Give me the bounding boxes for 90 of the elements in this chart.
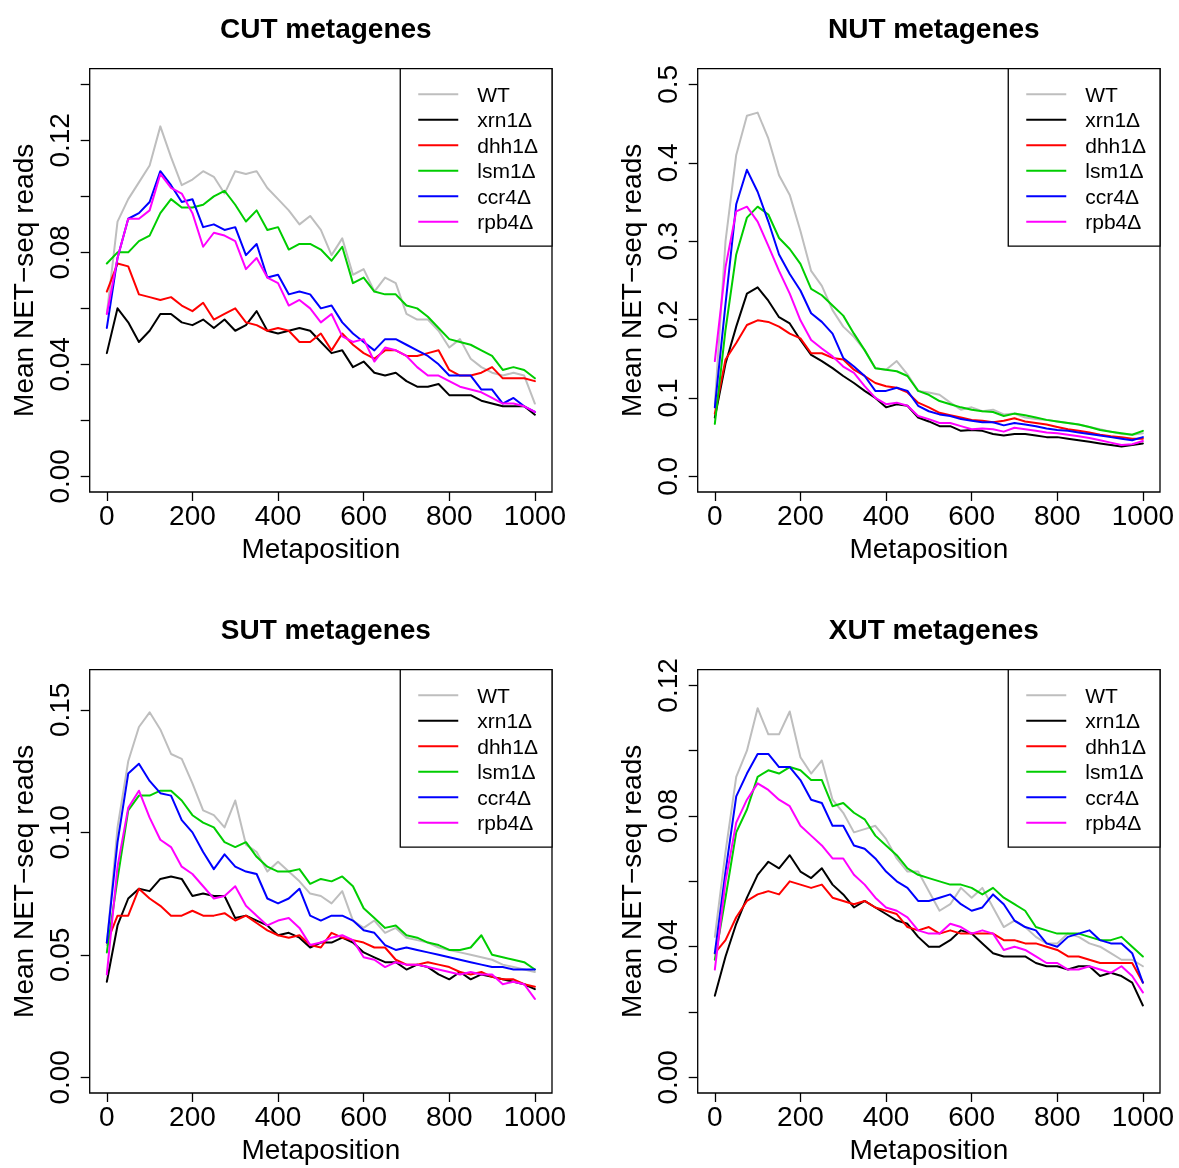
legend-label: dhh1Δ (1085, 133, 1147, 157)
y-axis-title: Mean NET−seq reads (616, 143, 648, 417)
x-axis-title: Metaposition (849, 1133, 1009, 1165)
y-tick-label: 0.08 (44, 225, 76, 280)
legend-label: xrn1Δ (1085, 709, 1141, 733)
x-tick-label: 600 (340, 499, 388, 531)
legend-label: xrn1Δ (477, 108, 533, 132)
line-series (105, 711, 536, 973)
y-tick-label: 0.00 (652, 1050, 684, 1105)
legend-label: xrn1Δ (1085, 108, 1141, 132)
x-tick-label: 400 (862, 499, 910, 531)
legend-label: lsm1Δ (1085, 760, 1144, 784)
y-tick-label: 0.0 (652, 456, 684, 496)
legend-label: rpb4Δ (1085, 811, 1142, 835)
x-tick-label: 200 (777, 1100, 824, 1132)
y-tick-label: 0.00 (44, 449, 76, 504)
x-tick-label: 1000 (1111, 1100, 1175, 1132)
legend-label: ccr4Δ (1085, 184, 1139, 208)
chart-title: XUT metagenes (828, 613, 1039, 645)
y-tick-label: 0.1 (652, 378, 684, 418)
legend-label: ccr4Δ (1085, 785, 1139, 809)
y-axis-title: Mean NET−seq reads (8, 143, 40, 417)
legend-label: dhh1Δ (477, 734, 539, 758)
legend-label: rpb4Δ (477, 210, 534, 234)
y-tick-label: 0.04 (652, 919, 684, 974)
chart-title: SUT metagenes (220, 613, 431, 645)
x-tick-label: 0 (707, 1100, 723, 1132)
legend-label: dhh1Δ (1085, 734, 1147, 758)
x-tick-label: 400 (254, 499, 302, 531)
x-tick-label: 200 (777, 499, 824, 531)
y-tick-label: 0.12 (652, 658, 684, 713)
y-tick-label: 0.5 (652, 64, 684, 104)
line-series (713, 286, 1144, 448)
y-tick-label: 0.3 (652, 221, 684, 261)
legend-label: dhh1Δ (477, 133, 539, 157)
x-tick-label: 400 (862, 1100, 910, 1132)
y-tick-label: 0.00 (44, 1050, 76, 1105)
x-tick-label: 1000 (1111, 499, 1175, 531)
x-tick-label: 800 (425, 1100, 473, 1132)
x-tick-label: 0 (99, 499, 115, 531)
legend-label: xrn1Δ (477, 709, 533, 733)
x-tick-label: 600 (340, 1100, 388, 1132)
x-tick-label: 800 (425, 499, 473, 531)
x-axis-title: Metaposition (241, 532, 401, 564)
line-series (105, 189, 536, 380)
y-tick-label: 0.12 (44, 113, 76, 168)
x-axis-title: Metaposition (241, 1133, 401, 1165)
line-series (105, 307, 536, 416)
y-tick-label: 0.4 (652, 143, 684, 183)
x-tick-label: 1000 (503, 1100, 567, 1132)
legend-label: rpb4Δ (1085, 210, 1142, 234)
chart-title: CUT metagenes (220, 12, 432, 44)
line-series (713, 707, 1144, 968)
y-tick-label: 0.2 (652, 300, 684, 340)
line-series (713, 319, 1144, 440)
x-tick-label: 800 (1033, 499, 1081, 531)
y-axis-title: Mean NET−seq reads (616, 744, 648, 1018)
legend-label: WT (477, 683, 511, 707)
line-series (713, 782, 1144, 994)
line-series (105, 262, 536, 383)
x-tick-label: 400 (254, 1100, 302, 1132)
legend-label: WT (1085, 683, 1119, 707)
x-tick-label: 600 (948, 499, 996, 531)
line-series (713, 766, 1144, 961)
x-axis-title: Metaposition (849, 532, 1009, 564)
y-tick-label: 0.08 (652, 788, 684, 844)
x-tick-label: 200 (169, 499, 216, 531)
line-series (713, 854, 1144, 1007)
legend-label: WT (1085, 82, 1119, 106)
chart-title: NUT metagenes (828, 12, 1040, 44)
legend-label: ccr4Δ (477, 184, 531, 208)
y-tick-label: 0.15 (44, 682, 76, 738)
line-series (105, 125, 536, 405)
y-axis-title: Mean NET−seq reads (8, 744, 40, 1018)
legend-label: WT (477, 82, 511, 106)
legend-label: rpb4Δ (477, 811, 534, 835)
line-series (713, 752, 1144, 984)
x-tick-label: 800 (1033, 1100, 1081, 1132)
x-tick-label: 0 (707, 499, 723, 531)
legend-label: lsm1Δ (477, 760, 536, 784)
x-tick-label: 200 (169, 1100, 216, 1132)
x-tick-label: 0 (99, 1100, 115, 1132)
x-tick-label: 1000 (503, 499, 567, 531)
legend-label: lsm1Δ (477, 159, 536, 183)
y-tick-label: 0.10 (44, 805, 76, 860)
y-tick-label: 0.05 (44, 927, 76, 983)
legend-label: ccr4Δ (477, 785, 531, 809)
y-tick-label: 0.04 (44, 337, 76, 392)
legend-label: lsm1Δ (1085, 159, 1144, 183)
x-tick-label: 600 (948, 1100, 996, 1132)
